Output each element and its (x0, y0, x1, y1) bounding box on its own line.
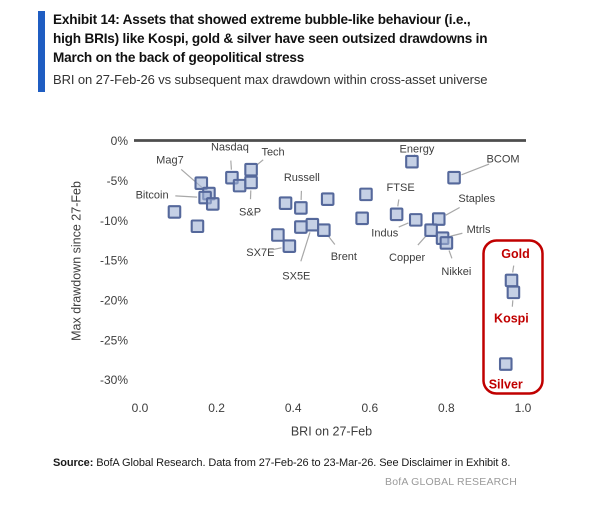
scatter-point (244, 175, 258, 190)
scatter-point (408, 213, 423, 227)
scatter-point (431, 212, 446, 226)
label-leader-line (397, 199, 400, 207)
scatter-point (167, 205, 182, 219)
scatter-point (232, 178, 247, 193)
point-label: BCOM (487, 153, 520, 165)
label-leader-line (328, 236, 336, 245)
y-tick-label: -20% (100, 294, 128, 308)
source-note: Source: BofA Global Research. Data from … (53, 457, 553, 469)
scatter-point (205, 197, 220, 211)
point-label: Tech (261, 147, 284, 159)
scatter-point (271, 228, 285, 242)
label-leader-line (448, 250, 453, 259)
point-label: FTSE (387, 182, 415, 194)
x-tick-label: 0.2 (208, 401, 225, 415)
point-label: SX5E (282, 271, 310, 283)
scatter-point (190, 219, 205, 234)
y-tick-label: -15% (100, 254, 128, 268)
label-leader-line (450, 232, 463, 237)
point-label: Bitcoin (136, 189, 169, 201)
point-label: Indus (371, 228, 398, 240)
scatter-point (305, 217, 320, 232)
scatter-point (194, 176, 209, 191)
source-label: Source: (53, 457, 94, 469)
label-leader-line (417, 235, 427, 246)
highlight-box (482, 239, 544, 395)
scatter-point (389, 207, 404, 222)
scatter-point (317, 223, 331, 238)
x-tick-label: 0.8 (438, 401, 455, 415)
label-leader-line (175, 195, 198, 198)
label-leader-line (273, 247, 282, 251)
scatter-point (424, 223, 438, 238)
label-leader-line (230, 160, 233, 170)
point-label: Energy (400, 144, 435, 156)
point-label: Nasdaq (211, 141, 249, 153)
point-label: S&P (239, 206, 261, 218)
y-tick-label: -10% (100, 214, 128, 228)
scatter-point (504, 273, 519, 288)
scatter-point (294, 220, 308, 234)
highlighted-point-label: Gold (501, 247, 529, 261)
scatter-point (278, 196, 293, 210)
exhibit-subtitle: BRI on 27-Feb-26 vs subsequent max drawd… (53, 72, 488, 87)
exhibit-title-line-1: Exhibit 14: Assets that showed extreme b… (53, 12, 471, 27)
brand-footer: BofA GLOBAL RESEARCH (385, 476, 517, 488)
scatter-point (439, 236, 454, 250)
x-axis-title: BRI on 27-Feb (291, 424, 372, 438)
scatter-point (244, 162, 258, 177)
scatter-point (506, 285, 521, 300)
scatter-point (447, 170, 461, 185)
point-label: Staples (458, 193, 495, 205)
point-label: Nikkei (441, 266, 471, 278)
scatter-point (320, 192, 335, 206)
label-leader-line (512, 265, 515, 273)
scatter-point (405, 154, 419, 169)
point-label: Copper (389, 252, 425, 264)
x-tick-label: 1.0 (515, 401, 532, 415)
y-tick-label: -30% (100, 373, 128, 387)
label-leader-line (461, 163, 490, 176)
point-label: Mtrls (467, 224, 491, 236)
point-label: SX7E (246, 247, 274, 259)
exhibit-title-line-3: March on the back of geopolitical stress (53, 50, 305, 65)
scatter-point (282, 239, 297, 253)
label-leader-line (300, 232, 311, 262)
label-leader-line (398, 222, 409, 228)
highlighted-point-label: Kospi (494, 312, 529, 326)
scatter-point (294, 201, 308, 215)
point-label: Mag7 (156, 154, 184, 166)
point-label: Russell (284, 172, 320, 184)
label-leader-line (445, 206, 460, 216)
exhibit-title-line-2: high BRIs) like Kospi, gold & silver hav… (53, 31, 488, 46)
x-tick-label: 0.0 (132, 401, 149, 415)
source-text: BofA Global Research. Data from 27-Feb-2… (93, 457, 511, 469)
y-tick-label: -5% (107, 174, 129, 188)
title-block: Exhibit 14: Assets that showed extreme b… (53, 10, 593, 89)
x-tick-label: 0.4 (285, 401, 302, 415)
y-tick-label: -25% (100, 333, 128, 347)
y-axis-title: Max drawdown since 27-Feb (69, 181, 83, 341)
scatter-point (355, 211, 369, 226)
point-label: Brent (331, 251, 357, 263)
scatter-point (498, 357, 513, 371)
y-tick-label: 0% (111, 134, 129, 148)
scatter-point (359, 187, 373, 202)
x-tick-label: 0.6 (361, 401, 378, 415)
title-accent-bar (38, 11, 45, 92)
highlighted-point-label: Silver (489, 377, 523, 391)
label-leader-line (256, 159, 264, 166)
